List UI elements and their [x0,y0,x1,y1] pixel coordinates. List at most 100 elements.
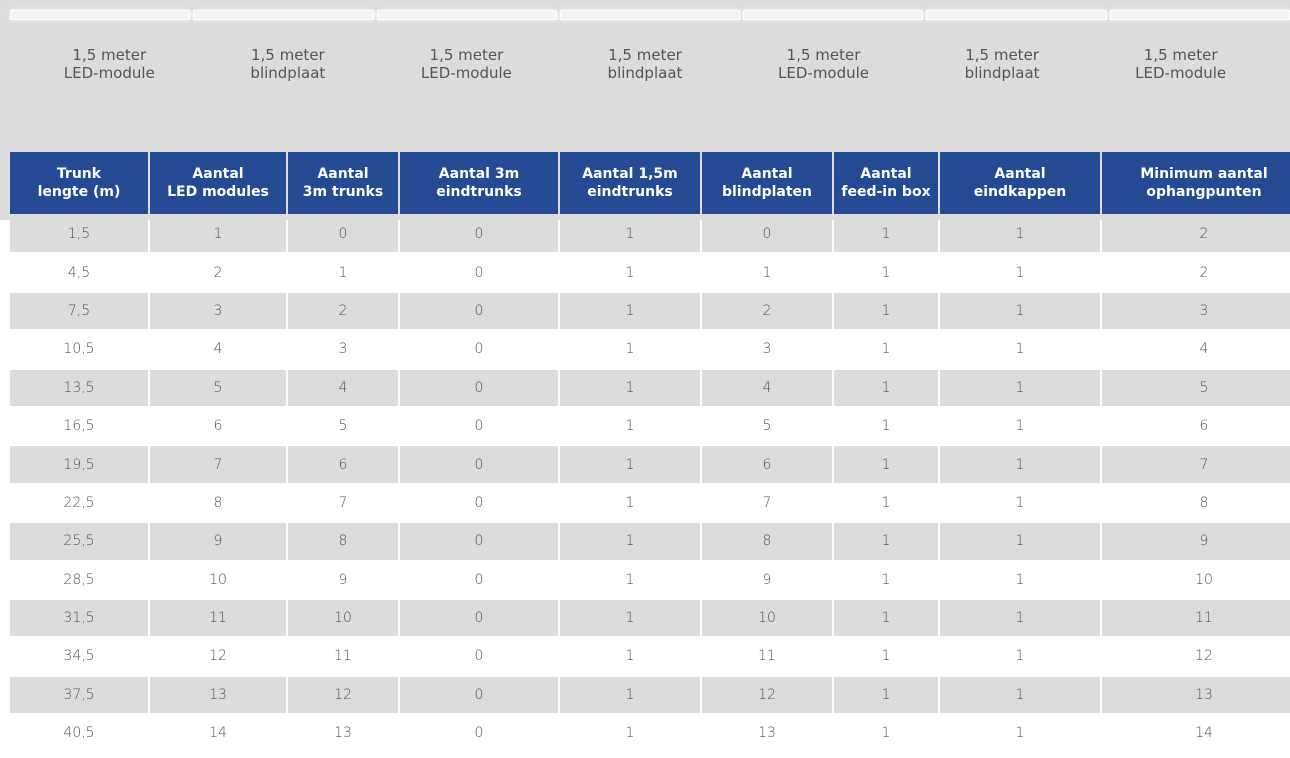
table-cell: 16,5 [10,408,148,444]
header-line: feed-in box [841,184,930,200]
table-cell: 1 [560,216,700,252]
module-label-line: LED-module [64,64,155,82]
table-cell: 1 [560,562,700,598]
table-cell: 0 [400,254,558,290]
table-cell: 1 [560,638,700,674]
header-line: Aantal [741,166,792,182]
table-cell: 7 [150,446,286,482]
table-cell: 1 [940,370,1100,406]
table-cell: 13 [1102,677,1290,713]
table-cell: 5 [1102,370,1290,406]
table-cell: 0 [400,562,558,598]
table-cell: 1 [834,446,938,482]
table-cell: 7 [1102,446,1290,482]
table-cell: 13 [288,715,398,751]
table-cell: 7,5 [10,293,148,329]
page: 1,5 meterLED-module1,5 meterblindplaat1,… [0,0,1290,758]
header-line: Aantal 1,5m [582,166,677,182]
table-cell: 1 [560,600,700,636]
table-cell: 14 [1102,715,1290,751]
column-header: Aantal 1,5m eindtrunks [560,152,700,214]
table-cell: 22,5 [10,485,148,521]
table-cell: 7 [288,485,398,521]
table-cell: 13,5 [10,370,148,406]
module-label-line: blindplaat [965,64,1040,82]
table-cell: 1 [834,370,938,406]
header-line: blindplaten [722,184,812,200]
table-cell: 0 [400,638,558,674]
table-cell: 1 [940,216,1100,252]
table-cell: 6 [150,408,286,444]
table-cell: 1 [940,446,1100,482]
table-cell: 1 [288,254,398,290]
table-cell: 1 [834,408,938,444]
table-cell: 10,5 [10,331,148,367]
module-label-line: blindplaat [250,64,325,82]
header-line: 3m trunks [303,184,383,200]
table-cell: 1 [834,638,938,674]
table-cell: 4 [1102,331,1290,367]
header-line: Aantal [317,166,368,182]
table-cell: 1 [940,523,1100,559]
header-line: Aantal [192,166,243,182]
table-cell: 0 [400,216,558,252]
table-cell: 0 [400,715,558,751]
table-cell: 1 [834,600,938,636]
table-cell: 1,5 [10,216,148,252]
table-cell: 1 [834,216,938,252]
table-cell: 9 [288,562,398,598]
table-cell: 8 [150,485,286,521]
table-cell: 3 [150,293,286,329]
table-cell: 1 [834,485,938,521]
table-cell: 6 [288,446,398,482]
column-header: Aantal blindplaten [702,152,832,214]
table-cell: 5 [702,408,832,444]
table-cell: 8 [702,523,832,559]
table-cell: 0 [400,331,558,367]
table-cell: 1 [940,715,1100,751]
header-line: eindtrunks [587,184,672,200]
table-cell: 2 [288,293,398,329]
table-cell: 1 [560,331,700,367]
table-cell: 28,5 [10,562,148,598]
table-cell: 6 [702,446,832,482]
table-cell: 2 [702,293,832,329]
table-cell: 0 [400,677,558,713]
table-cell: 5 [288,408,398,444]
table-cell: 1 [834,523,938,559]
module-label-line: 1,5 meter [72,46,146,64]
header-line: Minimum aantal [1140,166,1267,182]
table-cell: 11 [1102,600,1290,636]
table-cell: 9 [150,523,286,559]
table-cell: 1 [940,677,1100,713]
table-cell: 1 [560,677,700,713]
table-cell: 1 [702,254,832,290]
table-cell: 19,5 [10,446,148,482]
table-cell: 1 [834,677,938,713]
table-cell: 0 [400,485,558,521]
table-cell: 1 [560,293,700,329]
table-cell: 4 [150,331,286,367]
table-cell: 5 [150,370,286,406]
module-label-line: 1,5 meter [965,46,1039,64]
table-cell: 3 [702,331,832,367]
table-cell: 1 [560,446,700,482]
header-line: Trunk [57,166,101,182]
table-cell: 1 [834,254,938,290]
